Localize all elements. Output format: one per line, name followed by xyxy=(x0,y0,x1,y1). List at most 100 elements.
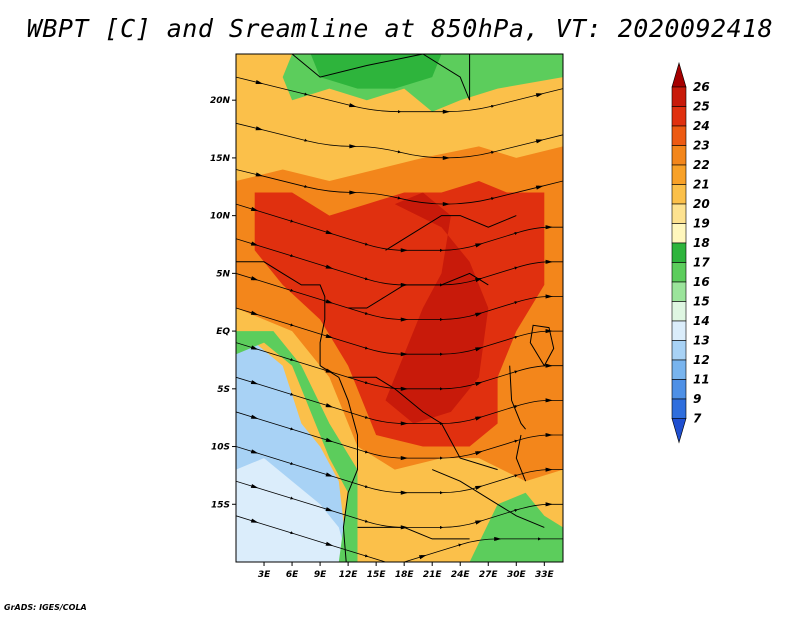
streamline-arrow xyxy=(325,437,334,442)
streamline-arrow xyxy=(545,502,553,507)
colorbar-swatch xyxy=(671,379,687,400)
colorbar-label: 22 xyxy=(693,158,710,172)
streamline-arrow xyxy=(325,229,334,235)
streamline-arrow xyxy=(349,190,357,195)
colorbar-swatch xyxy=(671,262,687,283)
lon-tick-label: 21E xyxy=(423,570,443,580)
streamline-arrow xyxy=(325,333,334,339)
streamline-arrow xyxy=(545,398,553,403)
streamline-arrow xyxy=(442,155,451,160)
lat-tick-label: 15N xyxy=(210,154,231,164)
colorbar-swatch xyxy=(671,203,687,224)
colorbar-label: 13 xyxy=(693,334,710,348)
streamline-arrow xyxy=(545,363,553,368)
streamline xyxy=(236,169,563,206)
streamline-arrow xyxy=(250,518,259,523)
colorbar-swatch xyxy=(671,301,687,322)
streamline-arrow xyxy=(325,299,334,304)
lon-tick-label: 18E xyxy=(395,570,415,580)
streamline-layer xyxy=(236,76,563,562)
green-north-dark-region xyxy=(310,54,442,89)
streamline-arrow xyxy=(535,185,544,190)
latitude-axis: 20N 15N 10N 5N EQ 5S 10S 15S xyxy=(210,96,236,510)
streamline-arrow xyxy=(418,555,427,560)
lon-tick-label: 9E xyxy=(314,570,327,580)
streamline-arrow xyxy=(325,264,334,269)
lat-tick-label: 5N xyxy=(216,269,230,279)
streamline xyxy=(236,122,563,160)
colorbar-label: 12 xyxy=(693,353,710,367)
colorbar-label: 18 xyxy=(693,236,710,250)
colorbar-label: 25 xyxy=(693,100,710,114)
streamline-arrow xyxy=(545,259,553,264)
streamline xyxy=(404,537,563,562)
colorbar-label: 14 xyxy=(693,314,710,328)
streamline-arrow xyxy=(349,144,357,149)
streamline-arrow xyxy=(475,520,483,525)
streamline-arrow xyxy=(250,449,259,454)
streamline-arrow xyxy=(250,206,259,212)
streamline-arrow xyxy=(325,368,334,373)
streamline-arrow xyxy=(250,483,259,489)
streamline-arrow xyxy=(255,172,264,177)
lat-tick-label: 15S xyxy=(211,500,230,510)
colorbar-label: 15 xyxy=(693,295,710,309)
colorbar-label: 20 xyxy=(693,197,710,211)
lon-tick-label: 30E xyxy=(507,570,527,580)
streamline-arrow xyxy=(400,525,409,530)
colorbar-swatch xyxy=(671,125,687,146)
colorbar-swatch xyxy=(671,86,687,107)
streamline-arrow xyxy=(250,345,259,350)
map-frame xyxy=(235,53,564,563)
streamline-arrow xyxy=(442,109,451,114)
colorbar-swatch xyxy=(671,184,687,205)
lon-tick-label: 6E xyxy=(286,570,299,580)
lon-tick-label: 24E xyxy=(451,570,471,580)
colorbar-swatch xyxy=(671,145,687,166)
streamline-arrow xyxy=(545,225,553,230)
lat-tick-label: 20N xyxy=(210,96,231,106)
colorbar-label: 16 xyxy=(693,275,710,289)
colorbar-swatch xyxy=(671,281,687,302)
streamline-arrow xyxy=(250,241,259,246)
lon-tick-label: 12E xyxy=(339,570,359,580)
streamline-arrow xyxy=(325,541,334,546)
lon-tick-label: 15E xyxy=(367,570,387,580)
colorbar-label: 21 xyxy=(693,178,710,192)
streamline-arrow xyxy=(535,93,544,98)
colorbar-swatch xyxy=(671,164,687,185)
colorbar-swatch xyxy=(671,398,687,419)
streamline-arrow xyxy=(348,103,357,108)
colorbar-swatch xyxy=(671,320,687,341)
streamline-arrow xyxy=(545,329,553,334)
lat-tick-label: EQ xyxy=(216,327,230,337)
streamline-arrow xyxy=(442,202,451,207)
streamline xyxy=(236,76,563,114)
colorbar-label: 26 xyxy=(693,80,710,94)
lon-tick-label: 3E xyxy=(258,570,271,580)
lon-tick-label: 33E xyxy=(535,570,555,580)
streamline-arrow xyxy=(535,139,544,144)
streamline-arrow xyxy=(545,432,553,438)
streamline-arrow xyxy=(255,80,264,85)
streamline-arrow xyxy=(545,467,553,472)
streamline-arrow xyxy=(325,403,334,408)
streamline-arrow xyxy=(250,310,259,315)
lat-tick-label: 10N xyxy=(210,212,231,222)
streamline-arrow xyxy=(250,380,259,385)
streamline xyxy=(236,515,386,562)
grads-credit: GrADS: IGES/COLA xyxy=(4,603,87,612)
colorbar-swatch xyxy=(671,242,687,263)
colorbar: 26 25 24 23 22 21 20 19 18 17 16 15 14 13 12 11 9 7 xyxy=(671,61,710,444)
streamline-arrow xyxy=(255,126,264,131)
colorbar-label: 7 xyxy=(693,412,702,426)
streamline-arrow xyxy=(250,276,259,281)
colorbar-label: 24 xyxy=(693,119,710,133)
streamline-arrow xyxy=(250,414,259,419)
chart-title: WBPT [C] and Sreamline at 850hPa, VT: 20… xyxy=(26,14,774,43)
colorbar-label: 17 xyxy=(693,256,710,270)
longitude-axis: 3E 6E 9E 12E 15E 18E 21E 24E 27E 30E 33E xyxy=(258,562,555,580)
lat-tick-label: 5S xyxy=(217,385,230,395)
map-area xyxy=(236,54,563,562)
